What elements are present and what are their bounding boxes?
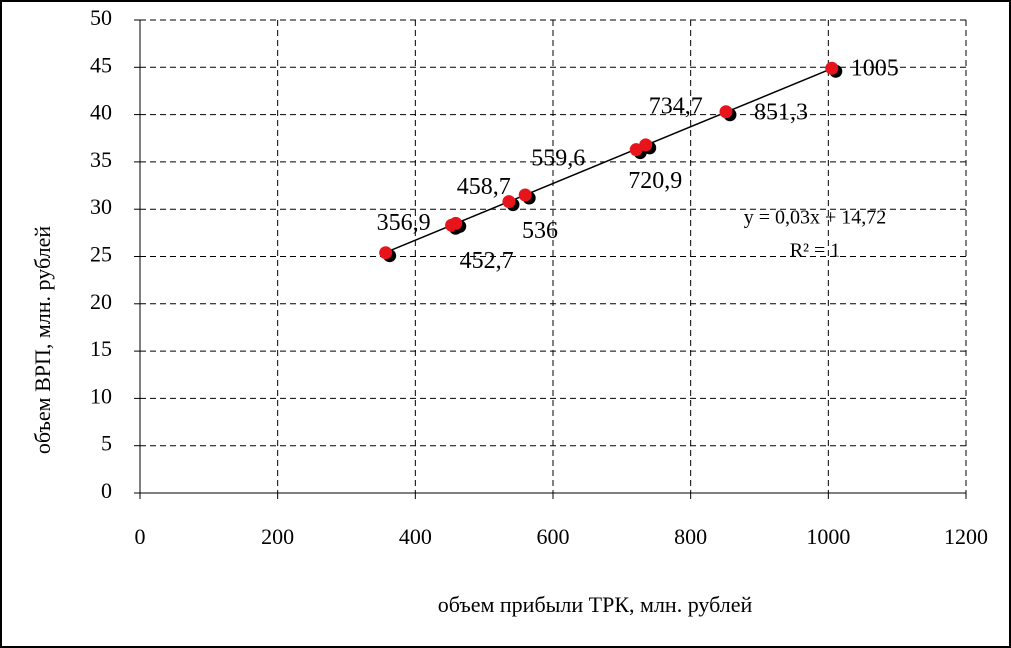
data-label: 356,9: [377, 210, 431, 236]
data-label: 851,3: [754, 99, 808, 125]
marker: [379, 246, 393, 260]
data-label: 536: [522, 218, 558, 244]
y-tick-label: 20: [90, 289, 112, 314]
y-axis-title: объем ВРП, млн. рублей: [30, 226, 55, 454]
x-tick-label: 200: [261, 524, 294, 549]
data-label: 458,7: [457, 174, 511, 200]
marker: [502, 195, 516, 209]
y-tick-label: 30: [90, 194, 112, 219]
data-label: 452,7: [460, 248, 514, 274]
marker: [825, 61, 839, 75]
trend-equation: y = 0,03x + 14,72: [744, 207, 887, 229]
y-tick-label: 50: [90, 5, 112, 30]
data-label: 559,6: [531, 146, 585, 172]
x-tick-label: 600: [537, 524, 570, 549]
x-tick-label: 800: [674, 524, 707, 549]
data-label: 1005: [851, 56, 899, 82]
trend-r2: R² = 1: [790, 240, 841, 262]
data-label: 734,7: [649, 93, 703, 119]
marker: [719, 105, 733, 119]
x-tick-label: 1000: [806, 524, 850, 549]
x-axis-title: объем прибыли ТРК, млн. рублей: [438, 592, 753, 617]
marker: [518, 188, 532, 202]
y-tick-label: 25: [90, 242, 112, 267]
marker: [639, 138, 653, 152]
x-tick-label: 1200: [944, 524, 988, 549]
y-tick-label: 45: [90, 52, 112, 77]
y-tick-label: 10: [90, 383, 112, 408]
x-tick-label: 400: [399, 524, 432, 549]
marker: [449, 216, 463, 230]
x-tick-label: 0: [135, 524, 146, 549]
y-tick-label: 35: [90, 147, 112, 172]
data-label: 720,9: [628, 168, 682, 194]
y-tick-label: 40: [90, 100, 112, 125]
y-tick-label: 5: [101, 431, 112, 456]
y-tick-label: 15: [90, 336, 112, 361]
y-tick-label: 0: [101, 478, 112, 503]
